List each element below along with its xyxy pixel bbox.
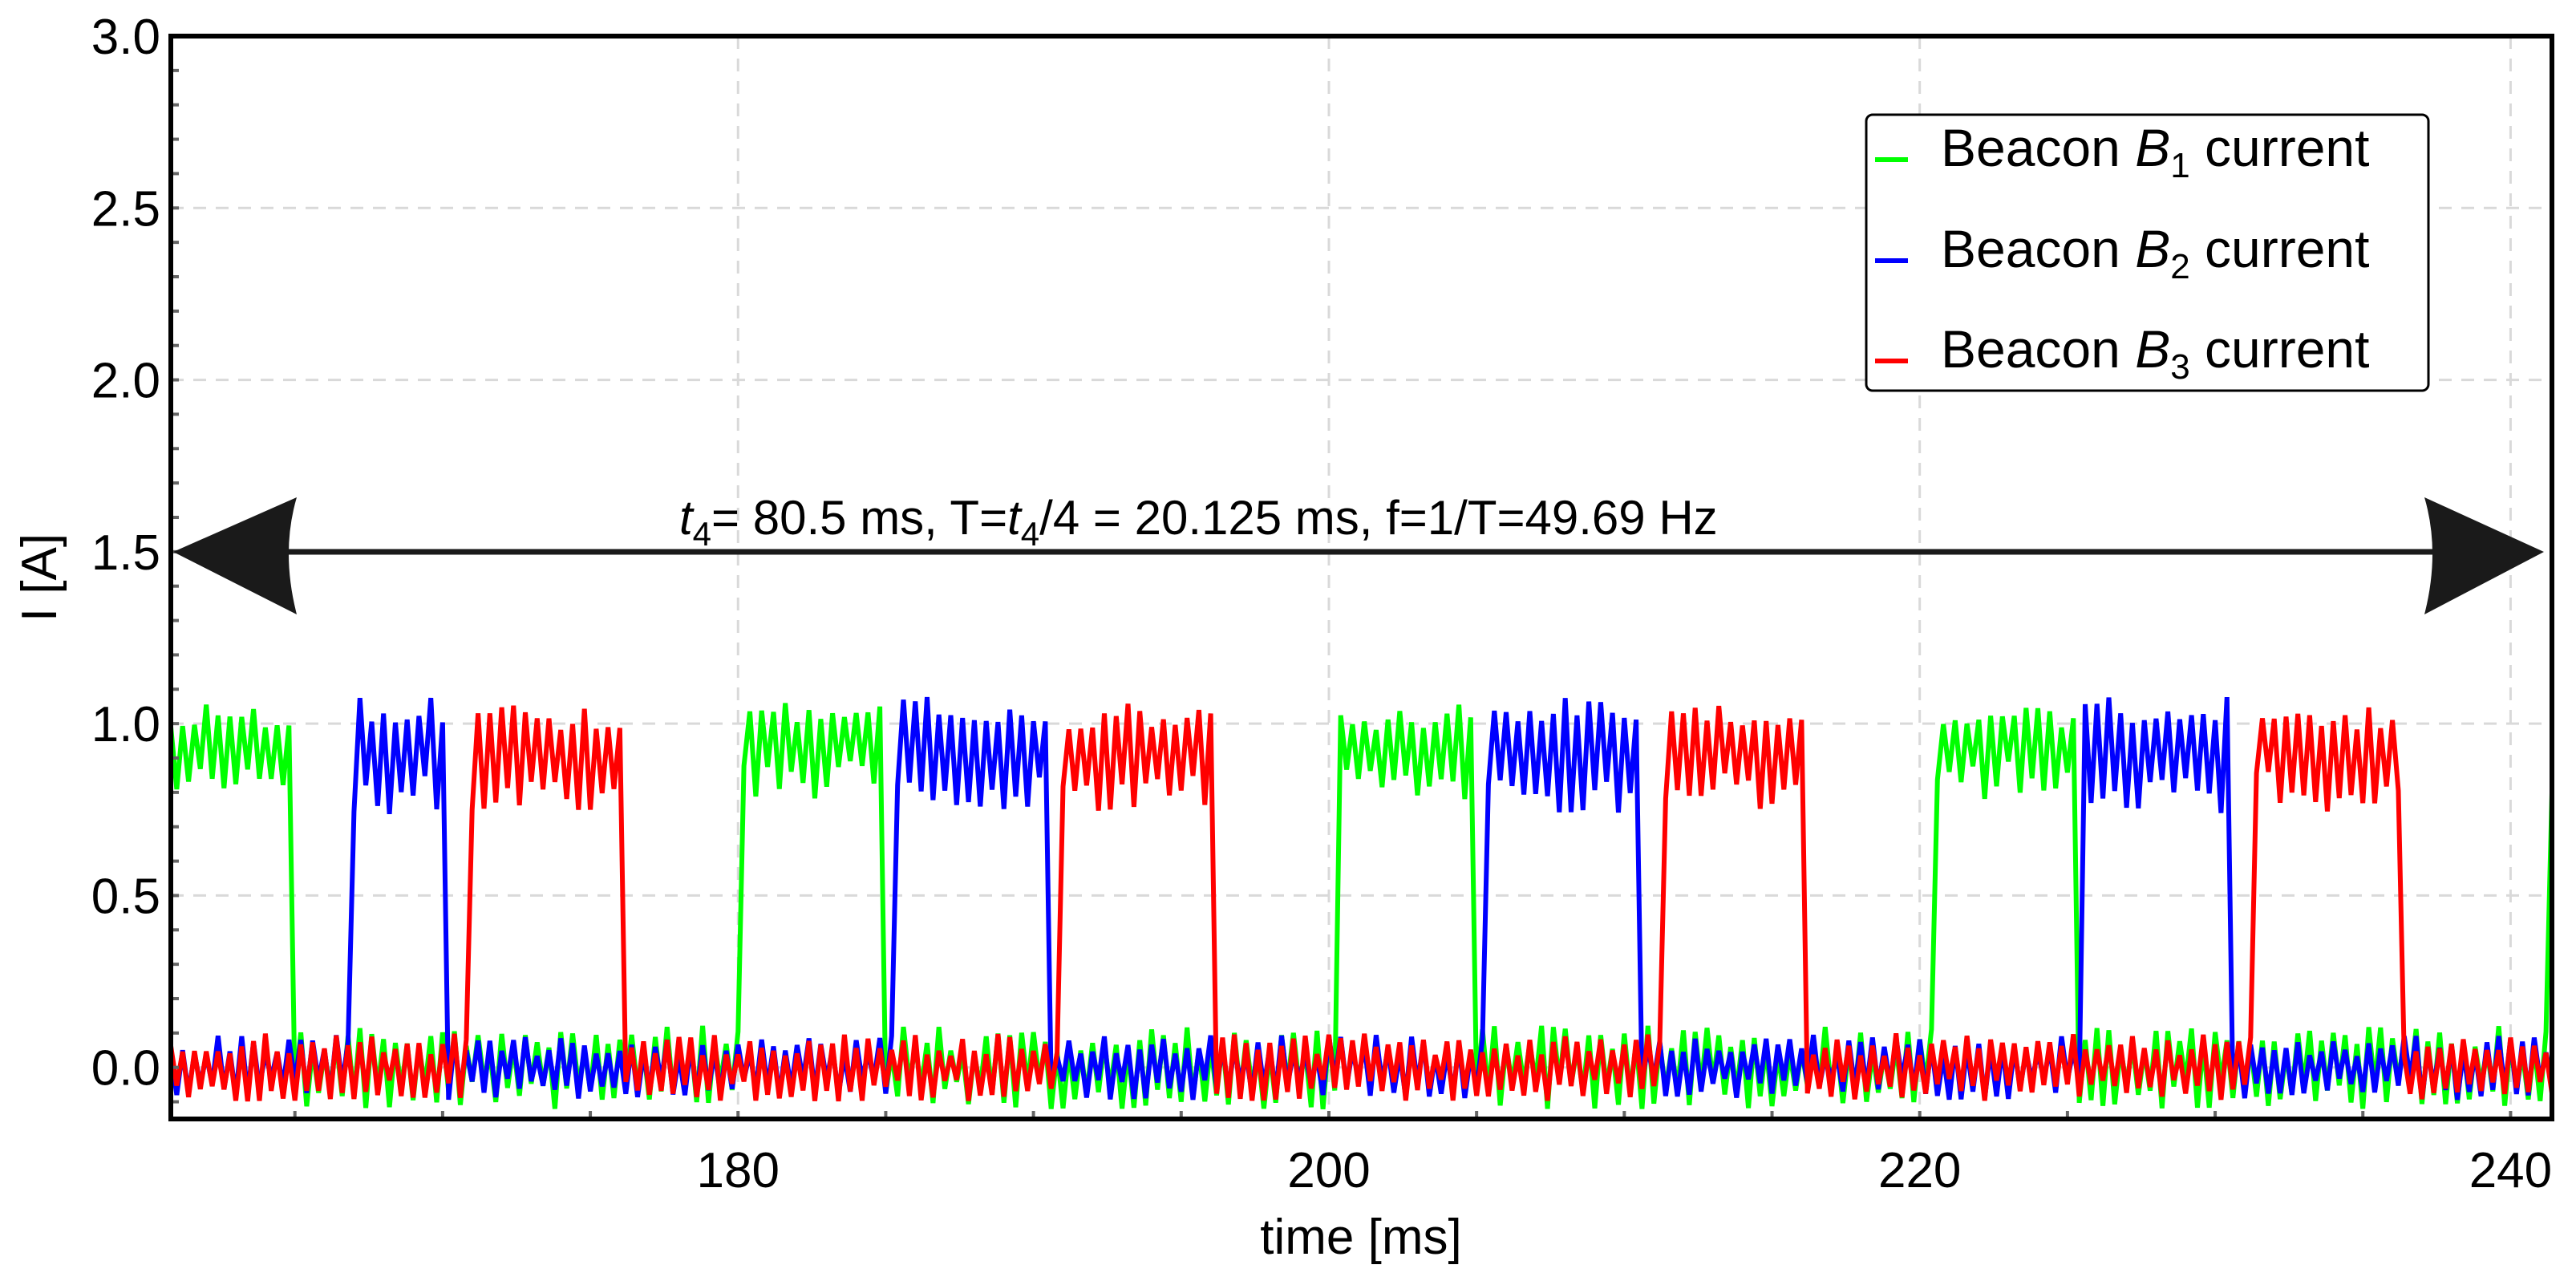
- x-tick-label: 240: [2469, 1143, 2552, 1198]
- period-annotation: t4= 80.5 ms, T=t4/4 = 20.125 ms, f=1/T=4…: [679, 491, 1718, 553]
- legend-label-b1: Beacon: [1941, 118, 2135, 177]
- arrow-head-right-icon: [2424, 497, 2544, 614]
- legend: Beacon B1 current Beacon B2 current Beac…: [1865, 113, 2430, 392]
- plot-frame: [168, 34, 2554, 1121]
- svg-text:Beacon B2 current: Beacon B2 current: [1941, 219, 2369, 286]
- series-line-3: [168, 703, 2554, 1102]
- legend-label-b2: Beacon: [1941, 219, 2135, 278]
- svg-text:Beacon B3 current: Beacon B3 current: [1941, 319, 2369, 387]
- y-tick-label: 2.0: [91, 354, 160, 409]
- x-tick-label: 180: [697, 1143, 780, 1198]
- x-tick-label: 220: [1878, 1143, 1961, 1198]
- legend-item-b1: Beacon B1 current: [1875, 118, 2369, 185]
- legend-label-b3: Beacon: [1941, 319, 2135, 379]
- legend-item-b2: Beacon B2 current: [1875, 219, 2369, 286]
- arrow-head-left-icon: [173, 497, 297, 614]
- svg-text:Beacon B1 current: Beacon B1 current: [1941, 118, 2369, 185]
- legend-item-b3: Beacon B3 current: [1875, 319, 2369, 387]
- y-axis-title: I [A]: [12, 533, 67, 622]
- x-axis-title: time [ms]: [1260, 1210, 1461, 1265]
- y-tick-label: 1.0: [91, 697, 160, 752]
- y-tick-label: 0.5: [91, 869, 160, 924]
- legend-box: [1865, 113, 2430, 392]
- series-lines: [168, 696, 2554, 1109]
- y-tick-labels: 0.0 0.5 1.0 1.5 2.0 2.5 3.0: [91, 10, 160, 1097]
- y-tick-label: 0.0: [91, 1041, 160, 1097]
- y-tick-label: 3.0: [91, 10, 160, 65]
- x-tick-label: 200: [1287, 1143, 1370, 1198]
- period-arrow: [173, 497, 2544, 614]
- y-tick-label: 2.5: [91, 181, 160, 237]
- y-tick-label: 1.5: [91, 525, 160, 581]
- x-tick-labels: 180 200 220 240: [697, 1143, 2553, 1198]
